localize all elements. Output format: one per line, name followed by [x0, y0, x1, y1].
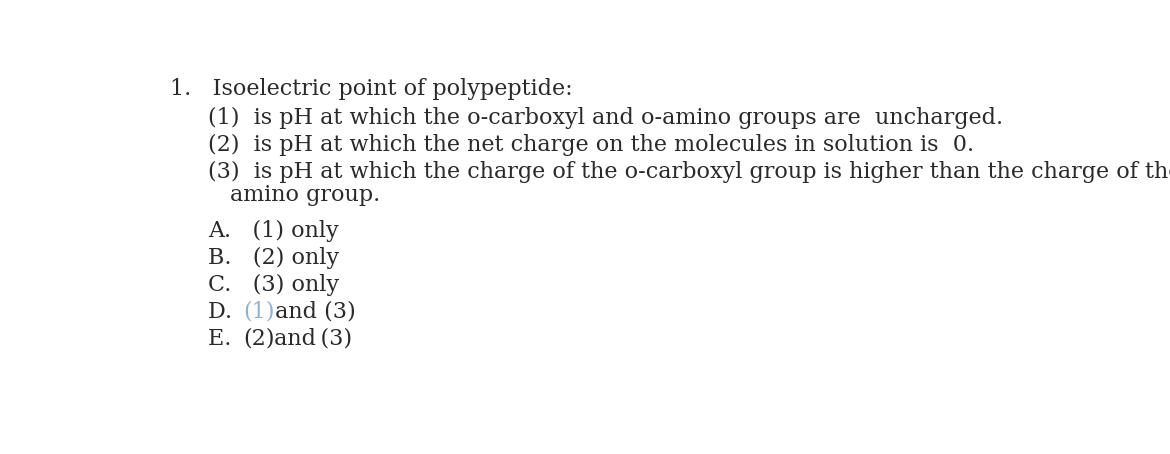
Text: and (3): and (3) [268, 301, 356, 323]
Text: (2)  is pH at which the net charge on the molecules in solution is  0.: (2) is pH at which the net charge on the… [208, 134, 975, 156]
Text: (1)  is pH at which the o-carboxyl and o-amino groups are  uncharged.: (1) is pH at which the o-carboxyl and o-… [208, 107, 1004, 129]
Text: amino group.: amino group. [230, 184, 380, 206]
Text: (3)  is pH at which the charge of the o-carboxyl group is higher than the charge: (3) is pH at which the charge of the o-c… [208, 161, 1170, 183]
Text: D.: D. [208, 301, 254, 323]
Text: 1.   Isoelectric point of polypeptide:: 1. Isoelectric point of polypeptide: [170, 78, 572, 99]
Text: A.   (1) only: A. (1) only [208, 220, 339, 242]
Text: C.   (3) only: C. (3) only [208, 274, 339, 296]
Text: (1): (1) [243, 301, 275, 323]
Text: and (3): and (3) [267, 328, 352, 350]
Text: (2): (2) [243, 328, 275, 350]
Text: E.: E. [208, 328, 253, 350]
Text: B.   (2) only: B. (2) only [208, 247, 339, 269]
